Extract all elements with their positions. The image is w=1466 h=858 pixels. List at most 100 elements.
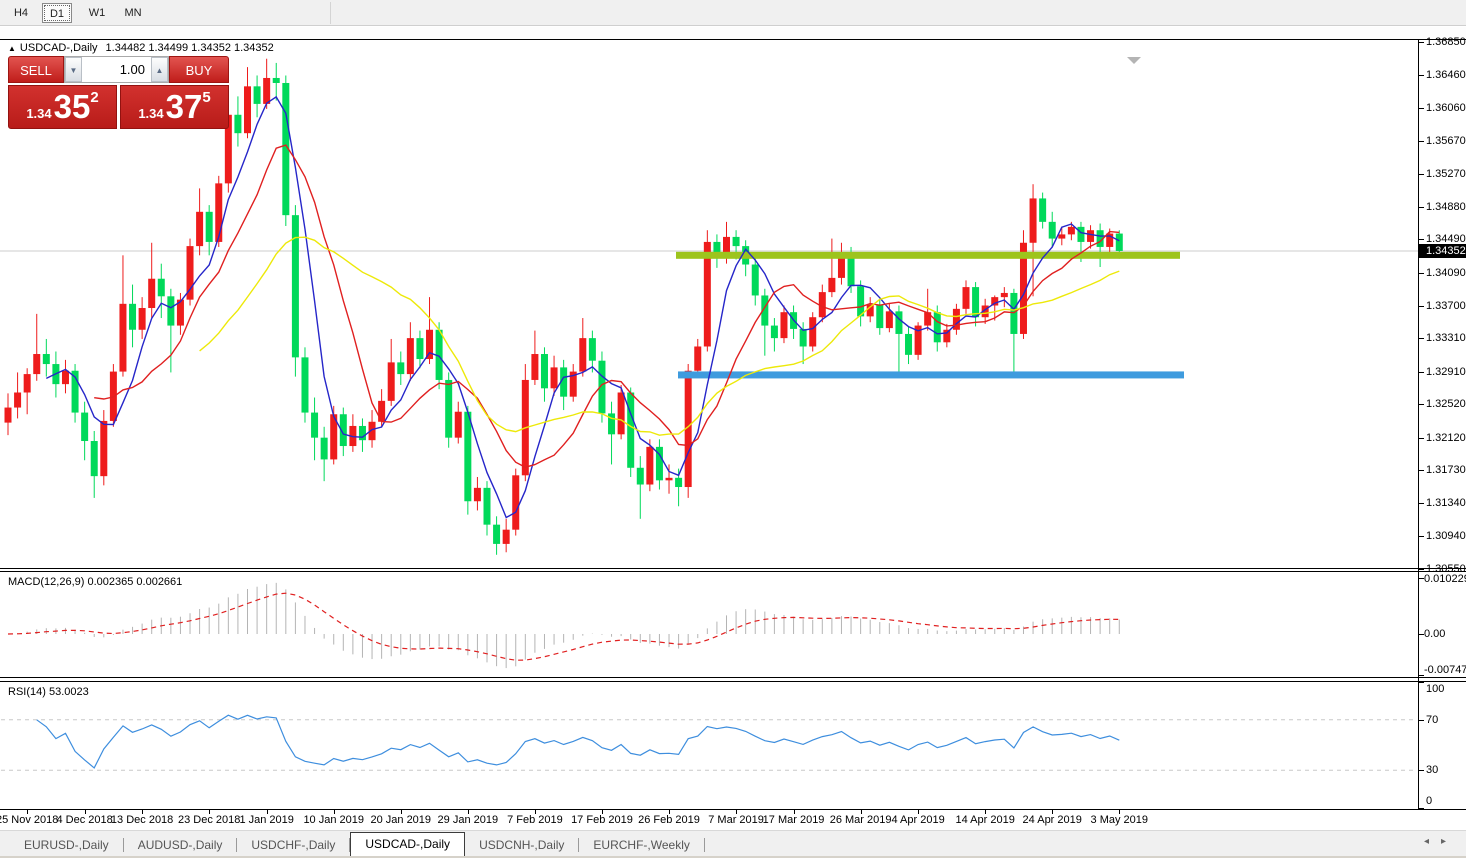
axis-tick xyxy=(1419,569,1424,570)
volume-input[interactable] xyxy=(82,57,151,82)
collapse-arrow-icon[interactable]: ▲ xyxy=(8,44,16,53)
rsi-pane[interactable] xyxy=(0,681,1466,810)
chart-tab-eurusd[interactable]: EURUSD-,Daily xyxy=(24,838,109,852)
date-tick xyxy=(793,810,795,814)
tab-divider xyxy=(578,838,580,852)
date-tick xyxy=(736,810,738,814)
date-label: 10 Jan 2019 xyxy=(303,814,364,826)
volume-decrease-button[interactable]: ▼ xyxy=(65,57,82,82)
ma-slow xyxy=(199,236,1120,436)
tab-divider xyxy=(703,838,705,852)
date-label: 26 Feb 2019 xyxy=(638,814,700,826)
tab-scroll-left-icon[interactable]: ◂ xyxy=(1423,836,1441,847)
macd-indicator-label: MACD(12,26,9) 0.002365 0.002661 xyxy=(8,576,183,588)
price-axis-label: 1.32120 xyxy=(1426,431,1466,444)
date-tick xyxy=(84,810,86,814)
tab-scroll-right-icon[interactable]: ▸ xyxy=(1440,836,1458,847)
axis-tick xyxy=(1419,108,1424,110)
price-axis-label: 1.36850 xyxy=(1426,36,1466,48)
rsi-indicator-label: RSI(14) 53.0023 xyxy=(8,686,89,698)
date-tick xyxy=(27,810,29,814)
price-axis-label: 1.30940 xyxy=(1426,530,1466,543)
date-label: 29 Jan 2019 xyxy=(437,814,499,826)
date-tick xyxy=(669,810,671,814)
date-label: 4 Apr 2019 xyxy=(891,814,945,826)
tab-w1[interactable]: W1 xyxy=(88,7,106,19)
date-label: 26 Mar 2019 xyxy=(829,814,892,826)
tab-h4[interactable]: H4 xyxy=(13,7,29,19)
macd-pane[interactable] xyxy=(0,571,1466,678)
price-axis-label: 1.36460 xyxy=(1426,68,1466,81)
chart-title: ▲ USDCAD-,Daily 1.34482 1.34499 1.34352 1.… xyxy=(8,42,274,54)
axis-tick xyxy=(1419,770,1424,772)
ma-fast xyxy=(45,95,1120,519)
date-tick xyxy=(601,810,603,814)
volume-stepper: ▼ ▲ xyxy=(64,56,169,83)
status-strip xyxy=(0,856,1466,858)
macd-signal-line xyxy=(7,592,1120,661)
chart-tab-eurchf[interactable]: EURCHF-,Weekly xyxy=(593,838,690,852)
date-label: 7 Mar 2019 xyxy=(708,814,764,826)
axis-tick xyxy=(1419,634,1424,635)
axis-tick xyxy=(1419,577,1424,579)
macd-axis-label: 0.00 xyxy=(1424,628,1446,640)
ma-medium xyxy=(94,144,1120,468)
price-axis-label: 1.32910 xyxy=(1426,365,1466,378)
date-label: 7 Feb 2019 xyxy=(507,814,563,826)
date-tick xyxy=(209,810,211,814)
tab-divider xyxy=(122,838,124,852)
tab-divider xyxy=(349,838,351,852)
tab-d1[interactable]: D1 xyxy=(42,3,72,23)
date-tick xyxy=(918,810,920,814)
axis-tick xyxy=(1419,536,1424,538)
date-label: 3 May 2019 xyxy=(1090,814,1149,826)
axis-tick xyxy=(1419,239,1424,241)
rsi-axis-label: 30 xyxy=(1426,764,1439,777)
chart-symbol: USDCAD-,Daily xyxy=(19,42,98,54)
price-axis-label: 1.33700 xyxy=(1426,299,1466,312)
sell-price-panel[interactable]: 1.34 35 2 xyxy=(8,85,117,129)
price-axis-label: 1.32520 xyxy=(1426,398,1466,411)
price-axis-label: 1.36060 xyxy=(1426,102,1466,115)
sell-price-base: 1.34 xyxy=(26,106,52,121)
date-label: 17 Feb 2019 xyxy=(571,814,633,826)
chart-tab-usdcad[interactable]: USDCAD-,Daily xyxy=(350,832,466,856)
volume-increase-button[interactable]: ▲ xyxy=(151,57,168,82)
tab-divider xyxy=(236,838,238,852)
date-tick xyxy=(400,810,402,814)
date-tick xyxy=(534,810,536,814)
chart-tab-usdcnh[interactable]: USDCNH-,Daily xyxy=(479,838,565,852)
support-line xyxy=(678,371,1184,379)
date-label: 17 Mar 2019 xyxy=(762,814,825,826)
price-axis-label: 1.31340 xyxy=(1426,496,1466,509)
price-axis-label: 1.30550 xyxy=(1426,563,1466,575)
date-tick xyxy=(1119,810,1121,814)
tab-mn[interactable]: MN xyxy=(124,7,142,19)
date-tick xyxy=(1052,810,1054,814)
bid-price-tag: 1.34352 xyxy=(1419,243,1466,258)
sell-button[interactable]: SELL xyxy=(8,56,64,83)
rsi-axis-label: 100 xyxy=(1426,683,1445,695)
axis-tick xyxy=(1419,42,1424,43)
price-axis-label: 1.33310 xyxy=(1426,332,1466,345)
axis-tick xyxy=(1419,808,1424,809)
chart-shift-marker-icon[interactable] xyxy=(1127,57,1141,64)
date-tick xyxy=(333,810,335,814)
buy-price-base: 1.34 xyxy=(138,106,164,121)
axis-tick xyxy=(1419,140,1424,142)
rsi-axis-label: 0 xyxy=(1426,795,1433,807)
date-label: 1 Jan 2019 xyxy=(239,814,294,826)
axis-tick xyxy=(1419,437,1424,439)
chart-top-strip xyxy=(0,27,1466,64)
axis-tick xyxy=(1419,719,1424,721)
chart-ohlc-values: 1.34482 1.34499 1.34352 1.34352 xyxy=(105,42,274,54)
buy-button[interactable]: BUY xyxy=(169,56,229,83)
date-tick xyxy=(142,810,144,814)
tab-scroll-arrows: ◂▸ xyxy=(1424,836,1458,847)
sell-price-point: 2 xyxy=(90,89,99,106)
chart-tab-audusd[interactable]: AUDUSD-,Daily xyxy=(137,838,223,852)
sell-price-pips: 35 xyxy=(53,88,91,125)
chart-tab-usdchf[interactable]: USDCHF-,Daily xyxy=(251,838,336,852)
buy-price-panel[interactable]: 1.34 37 5 xyxy=(120,85,229,129)
